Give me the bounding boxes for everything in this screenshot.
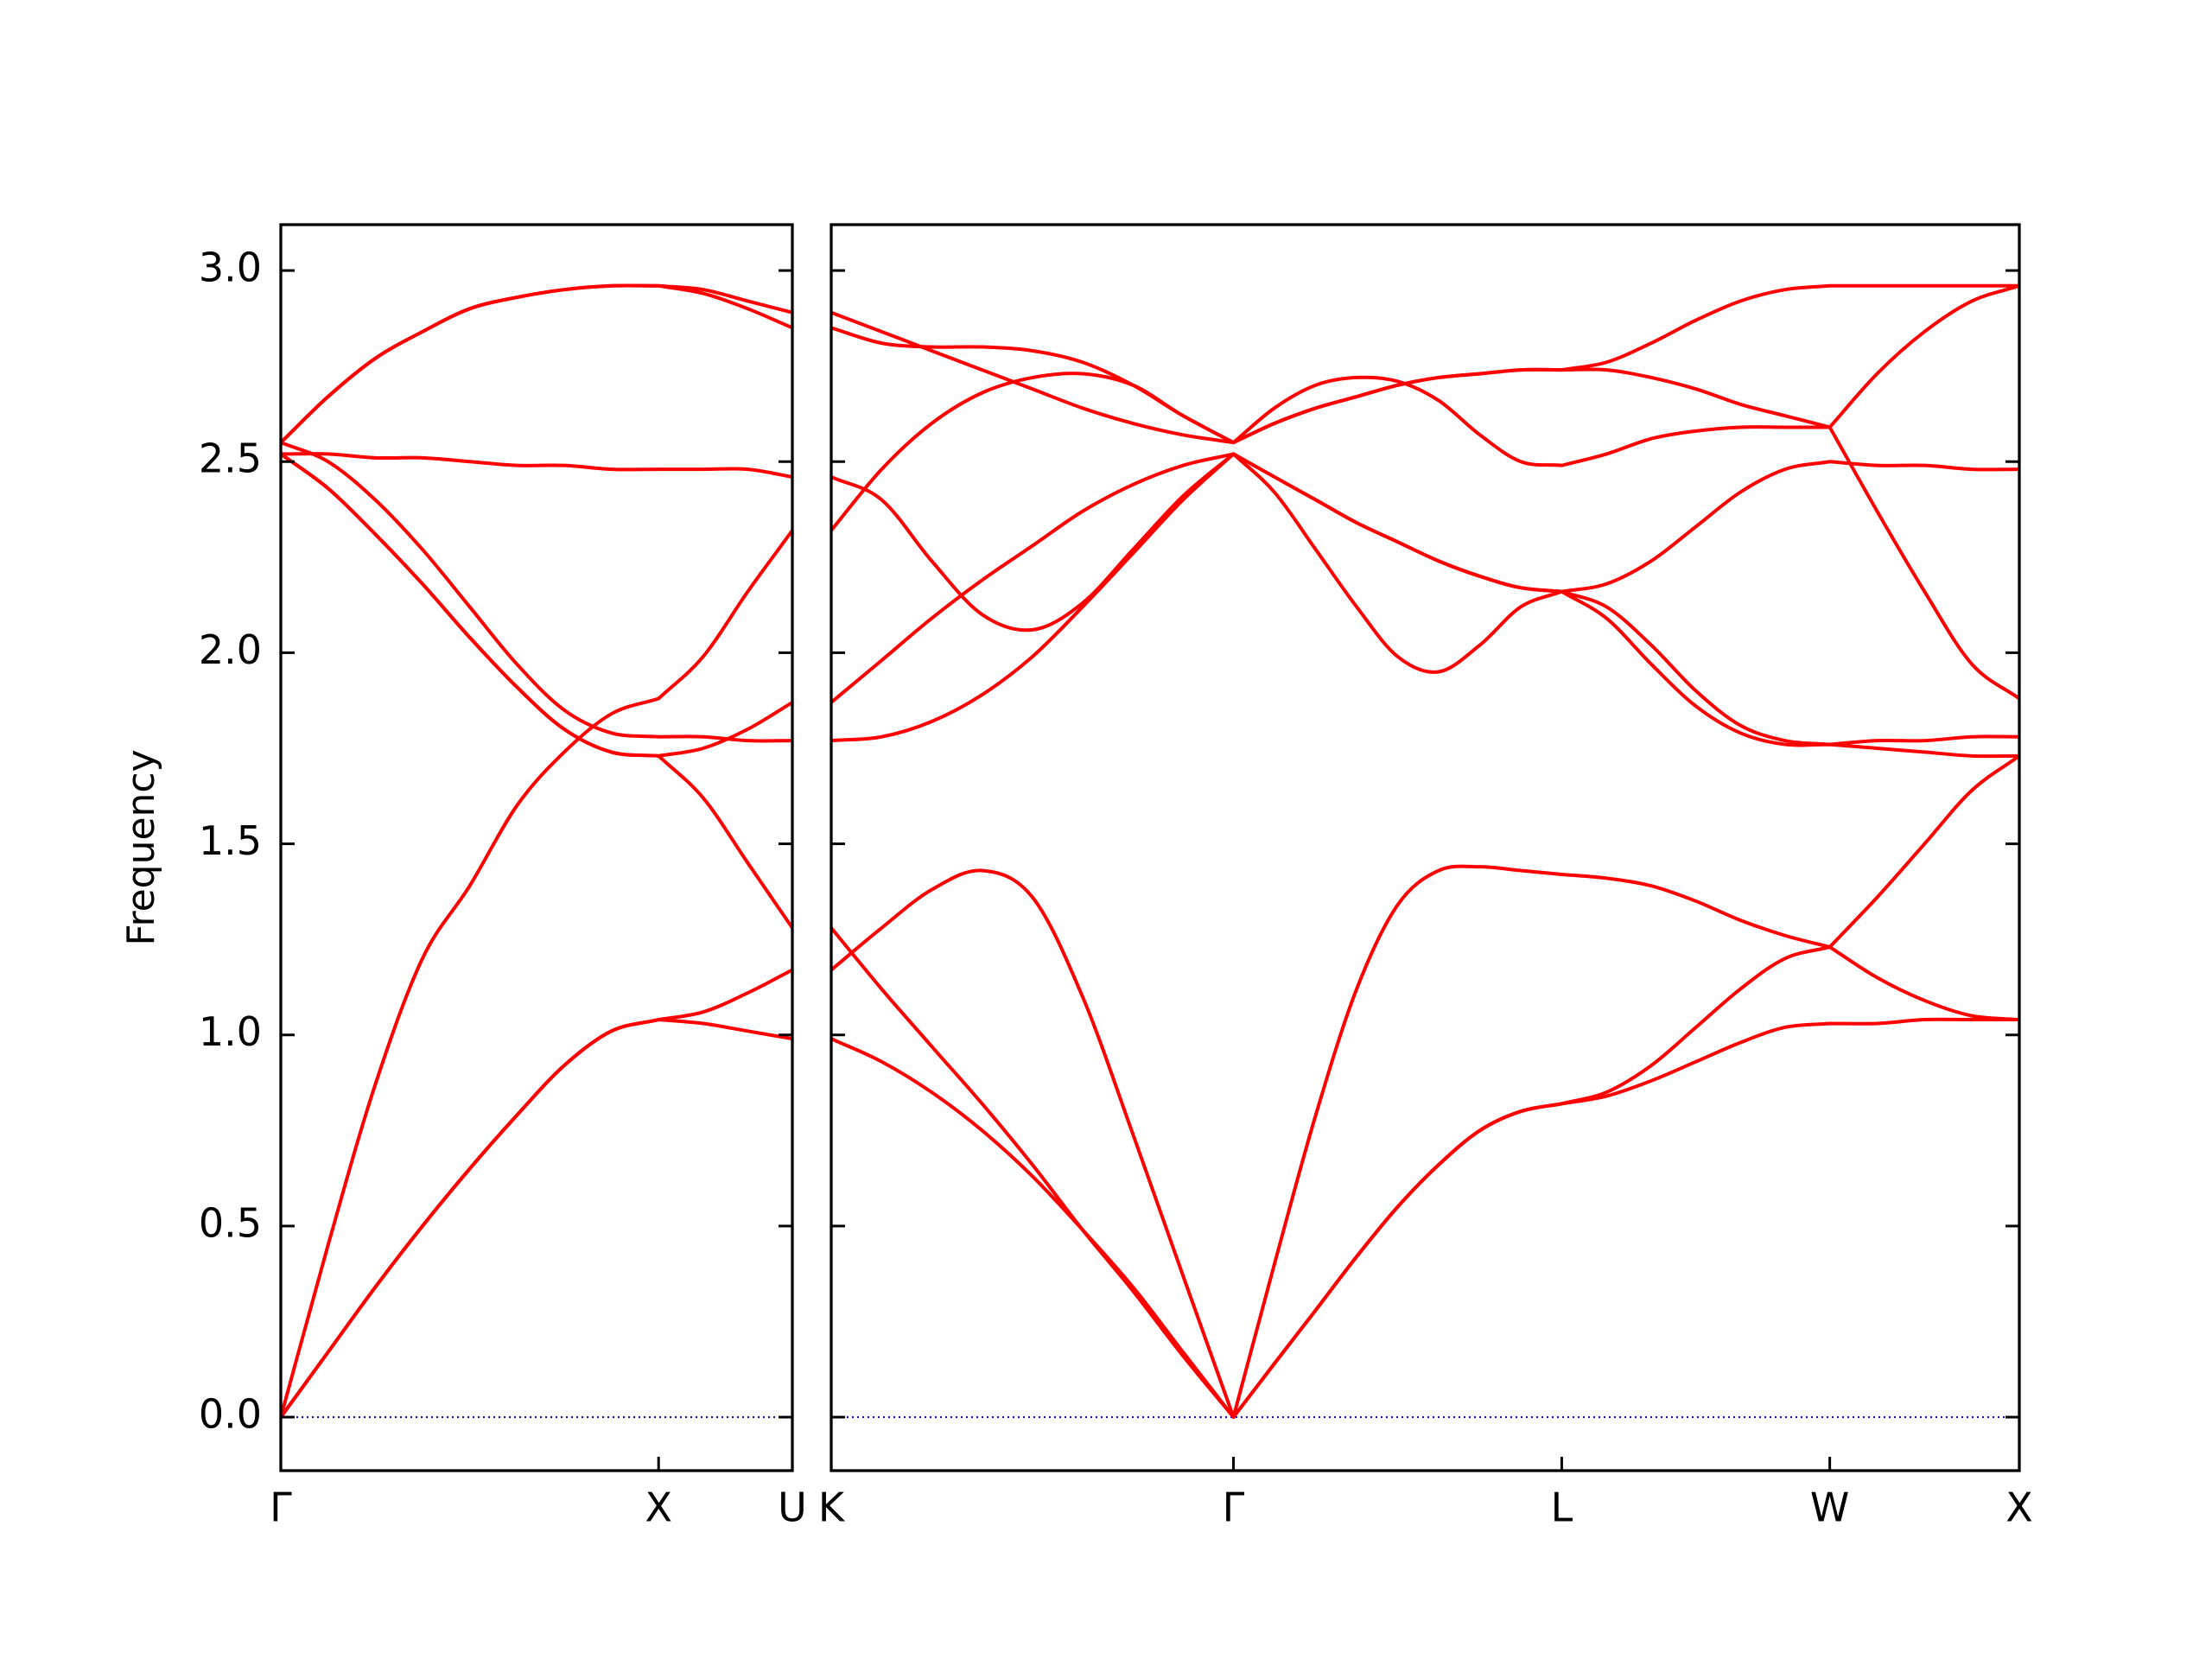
y-tick-label: 0.5 (199, 1199, 262, 1246)
band-line (281, 452, 792, 930)
band-line (281, 452, 792, 479)
x-tick-label: U (778, 1484, 807, 1531)
y-tick-label: 1.5 (199, 817, 262, 864)
plot-area (831, 283, 2019, 1420)
x-tick-label: K (818, 1484, 846, 1531)
x-tick-label: Γ (270, 1484, 292, 1531)
x-tick-label: Γ (1223, 1484, 1245, 1531)
plot-frame (830, 223, 2021, 1472)
y-tick-label: 2.0 (199, 626, 262, 673)
band-line (831, 372, 2019, 701)
x-tick-label: W (1810, 1484, 1849, 1531)
x-tick-label: X (645, 1484, 672, 1531)
band-line (281, 529, 792, 1418)
y-tick-label: 2.5 (199, 435, 262, 482)
y-axis-label: Frequency (119, 749, 163, 945)
x-tick-label: L (1551, 1484, 1573, 1531)
plot-area (281, 283, 792, 1419)
band-line (281, 441, 792, 743)
y-tick-label: 0.0 (199, 1391, 262, 1438)
band-line (831, 1017, 2019, 1420)
y-tick-label: 1.0 (199, 1008, 262, 1055)
band-line (281, 1018, 792, 1419)
y-tick-label: 3.0 (199, 245, 262, 291)
band-line (281, 283, 792, 444)
x-tick-label: X (2005, 1484, 2033, 1531)
band-line (831, 452, 2019, 747)
band-line (831, 754, 2019, 1420)
plot-frame (279, 223, 794, 1472)
band-line (831, 452, 2019, 759)
